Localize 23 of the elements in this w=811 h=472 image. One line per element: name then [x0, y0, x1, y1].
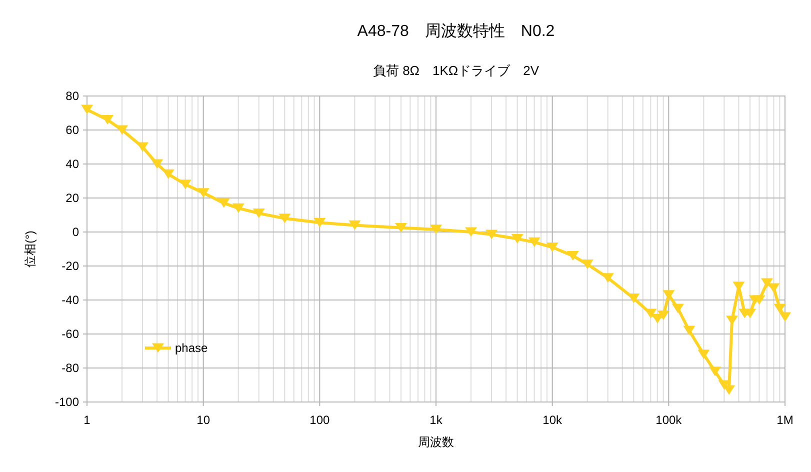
legend: phase [145, 341, 208, 355]
chart-title: A48-78 周波数特性 N0.2 [357, 22, 555, 40]
x-tick-label: 100 [310, 413, 330, 427]
y-tick-label: -60 [62, 327, 80, 341]
x-tick-label: 10 [196, 413, 210, 427]
x-tick-label: 1M [776, 413, 794, 427]
y-tick-label: -100 [54, 395, 80, 409]
x-axis-title: 周波数 [418, 435, 454, 449]
x-tick-label: 1k [430, 413, 444, 427]
chart-subtitle: 負荷 8Ω 1KΩドライブ 2V [372, 63, 540, 78]
y-tick-label: 20 [66, 191, 80, 205]
y-tick-label: 60 [66, 123, 80, 137]
legend-label: phase [175, 341, 208, 355]
x-tick-label: 1 [84, 413, 91, 427]
y-axis-title: 位相(°) [23, 230, 37, 268]
y-tick-label: -80 [62, 361, 80, 375]
y-tick-label: 0 [72, 225, 80, 239]
x-tick-label: 100k [656, 413, 683, 427]
x-tick-label: 10k [542, 413, 563, 427]
y-tick-label: 40 [66, 157, 80, 171]
y-tick-label: 80 [66, 89, 80, 103]
y-tick-label: -20 [62, 259, 80, 273]
y-tick-label: -40 [62, 293, 80, 307]
